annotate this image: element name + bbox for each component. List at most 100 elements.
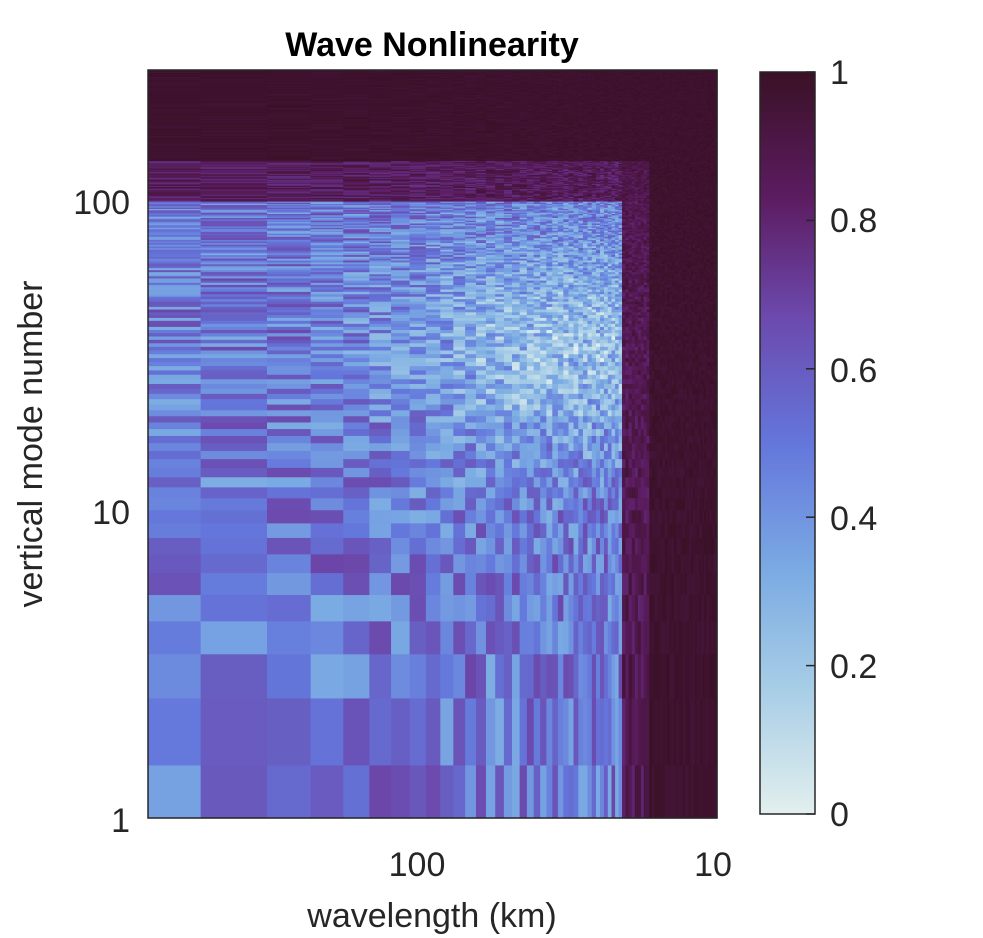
heatmap-cell (310, 320, 344, 324)
heatmap-cell (266, 118, 312, 121)
heatmap-cell (369, 553, 392, 574)
heatmap-cell (148, 326, 202, 331)
heatmap-cell (200, 522, 268, 538)
heatmap-cell (391, 374, 411, 380)
heatmap-cell (266, 258, 312, 261)
heatmap-cell (200, 214, 268, 217)
heatmap-cell (148, 195, 202, 197)
heatmap-cell (148, 196, 202, 199)
heatmap-cell (266, 202, 312, 204)
heatmap-cell (148, 166, 202, 169)
heatmap-cell (266, 214, 312, 217)
heatmap-cell (310, 269, 344, 273)
heatmap-cell (266, 151, 312, 153)
heatmap-cell (310, 415, 344, 423)
heatmap-cell (440, 467, 454, 478)
heatmap-cell (200, 349, 268, 355)
heatmap-cell (200, 450, 268, 460)
heatmap-cell (266, 415, 312, 423)
heatmap-cell (310, 277, 344, 281)
heatmap-cell (266, 189, 312, 192)
heatmap-cell (200, 403, 268, 411)
heatmap-cell (343, 467, 370, 478)
heatmap-cell (200, 177, 268, 179)
heatmap-cell (148, 353, 202, 359)
heatmap-cell (200, 167, 268, 170)
heatmap-cell (485, 378, 496, 384)
heatmap-cell (148, 214, 202, 217)
heatmap-cell (453, 537, 466, 555)
heatmap-cell (148, 191, 202, 194)
heatmap-cell (200, 230, 268, 233)
heatmap-cell (266, 403, 312, 411)
heatmap-cell (266, 126, 312, 129)
heatmap-cell (475, 378, 487, 384)
heatmap-cell (425, 467, 441, 478)
heatmap-cell (266, 166, 312, 169)
heatmap-cell (148, 143, 202, 145)
heatmap-cell (148, 165, 202, 168)
heatmap-cell (266, 173, 312, 175)
heatmap-cell (343, 442, 370, 451)
heatmap-cell (200, 128, 268, 131)
heatmap-cell (200, 572, 268, 596)
heatmap-cell (200, 156, 268, 158)
heatmap-cell (369, 398, 392, 405)
heatmap-cell (200, 128, 268, 130)
heatmap-cell (266, 249, 312, 252)
heatmap-cell (148, 167, 202, 170)
heatmap-cell (425, 369, 441, 375)
heatmap-cell (485, 435, 496, 444)
heatmap-cell (266, 191, 312, 194)
heatmap-cell (148, 594, 202, 622)
heatmap-cell (266, 161, 312, 163)
heatmap-cell (200, 200, 268, 203)
heatmap-cell (148, 123, 202, 125)
heatmap-cell (310, 572, 344, 596)
heatmap-cell (485, 369, 496, 375)
heatmap-cell (475, 697, 487, 766)
heatmap-cell (310, 620, 344, 655)
heatmap-cell (266, 277, 312, 281)
heatmap-cell (503, 421, 513, 430)
heatmap-cell (148, 176, 202, 178)
heatmap-cell (200, 357, 268, 363)
heatmap-cell (148, 357, 202, 363)
heatmap-cell (148, 187, 202, 190)
heatmap-cell (310, 339, 344, 344)
heatmap-cell (266, 553, 312, 574)
heatmap-cell (148, 383, 202, 389)
heatmap-cell (148, 450, 202, 460)
heatmap-cell (369, 361, 392, 367)
heatmap-cell (453, 450, 466, 460)
heatmap-cell (310, 403, 344, 411)
heatmap-cell (266, 353, 312, 359)
heatmap-cell (200, 188, 268, 191)
heatmap-cell (266, 143, 312, 145)
heatmap-cell (453, 365, 466, 371)
heatmap-cell (148, 126, 202, 128)
heatmap-cell (266, 162, 312, 164)
heatmap-cell (266, 195, 312, 197)
heatmap-cell (266, 217, 312, 220)
heatmap-cell (391, 458, 411, 468)
heatmap-cell (148, 118, 202, 120)
heatmap-cell (148, 179, 202, 181)
heatmap-cell (503, 388, 513, 394)
heatmap-cell (369, 357, 392, 363)
heatmap-cell (200, 221, 268, 224)
heatmap-cell (453, 594, 466, 622)
heatmap-cell (200, 160, 268, 162)
heatmap-cell (148, 197, 202, 200)
heatmap-cell (148, 303, 202, 307)
heatmap-cell (485, 365, 496, 371)
heatmap-cell (343, 393, 370, 400)
heatmap-cell (148, 147, 202, 149)
heatmap-cell (440, 653, 454, 699)
heatmap-cell (266, 119, 312, 121)
heatmap-cell (266, 450, 312, 460)
heatmap-cell (465, 369, 477, 375)
heatmap-cell (310, 326, 344, 331)
heatmap-cell (475, 428, 487, 436)
